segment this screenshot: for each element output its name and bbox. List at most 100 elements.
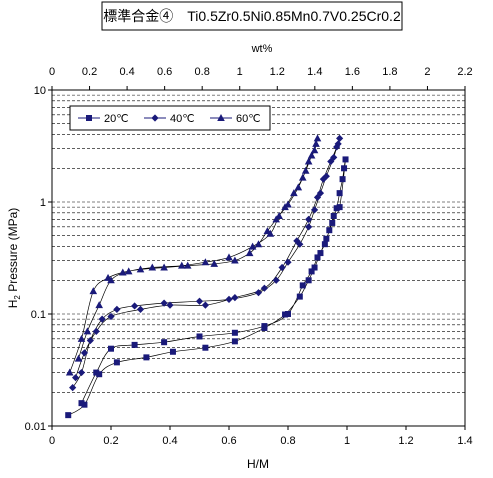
data-point — [86, 336, 94, 345]
data-point — [284, 200, 292, 208]
data-point — [169, 348, 176, 355]
data-point — [201, 258, 210, 266]
data-point — [260, 284, 268, 292]
data-point — [93, 369, 100, 376]
data-point — [313, 134, 322, 142]
data-point — [65, 368, 74, 376]
data-point — [74, 354, 83, 362]
data-point — [319, 175, 327, 183]
data-point — [69, 384, 77, 392]
data-point — [77, 368, 86, 377]
data-point — [89, 287, 98, 295]
x2-tick-label: 1.2 — [270, 66, 285, 78]
data-point — [201, 301, 209, 309]
y-tick-label: 10 — [34, 85, 46, 97]
data-point — [312, 139, 320, 147]
data-point — [321, 241, 328, 248]
x2-axis-ticks: 0 0.2 0.4 0.6 0.8 1 1.2 1.4 1.6 1.8 2 2.2 — [49, 66, 473, 90]
data-point — [275, 211, 283, 219]
data-point — [307, 151, 316, 159]
x-tick-label: 0.8 — [280, 435, 295, 447]
data-markers — [65, 134, 349, 419]
data-point — [293, 237, 301, 245]
legend-marker — [86, 115, 92, 121]
data-point — [107, 276, 115, 284]
legend-box — [69, 105, 271, 131]
chart-title: 標準合金④ Ti0.5Zr0.5Ni0.85Mn0.7V0.25Cr0.2 — [103, 8, 401, 24]
data-point — [148, 263, 157, 271]
data-point — [298, 173, 307, 181]
data-point — [333, 143, 341, 151]
y-axis-label-main: H — [6, 300, 20, 309]
data-point — [310, 206, 319, 214]
data-point — [113, 359, 120, 366]
data-point — [210, 259, 219, 267]
y-axis-ticks: 0.01 0.1 1 10 — [25, 85, 52, 433]
x-tick-label: 0.2 — [103, 435, 118, 447]
data-point — [304, 157, 313, 165]
data-point — [231, 329, 238, 336]
x-tick-label: 1.4 — [457, 435, 472, 447]
data-point — [225, 295, 233, 304]
data-point — [322, 172, 330, 180]
x2-tick-label: 2 — [424, 66, 430, 78]
data-point — [119, 268, 127, 276]
x2-tick-label: 2.2 — [457, 66, 472, 78]
data-point — [301, 166, 310, 174]
x-axis-label: H/M — [247, 457, 269, 471]
x-tick-label: 0.4 — [162, 435, 177, 447]
data-point — [341, 165, 348, 172]
y-tick-label: 0.1 — [31, 309, 46, 321]
data-point — [136, 305, 145, 313]
data-point — [323, 235, 330, 242]
data-point — [95, 301, 103, 309]
data-point — [143, 354, 150, 361]
data-point — [313, 193, 322, 201]
x-tick-label: 1.2 — [398, 435, 413, 447]
x2-tick-label: 1.4 — [307, 66, 322, 78]
data-point — [248, 242, 257, 250]
data-point — [124, 267, 133, 275]
data-point — [336, 134, 344, 142]
data-point — [266, 229, 275, 237]
data-point — [107, 312, 115, 321]
data-point — [285, 311, 291, 317]
legend-label: 60℃ — [236, 113, 261, 125]
data-point — [327, 157, 335, 166]
data-point — [314, 254, 321, 261]
y-axis-label: H2 Pressure (MPa) — [6, 208, 22, 308]
data-point — [296, 293, 303, 300]
data-point — [334, 140, 342, 148]
data-point — [98, 315, 106, 323]
data-point — [136, 265, 145, 273]
data-point — [80, 349, 89, 357]
data-point — [305, 223, 313, 231]
x2-tick-label: 0.4 — [119, 66, 134, 78]
data-point — [317, 250, 324, 257]
x-tick-label: 0 — [49, 435, 55, 447]
data-point — [78, 400, 85, 407]
legend-label: 40℃ — [170, 113, 195, 125]
legend-marker — [217, 114, 225, 121]
data-point — [316, 189, 325, 197]
data-point — [196, 333, 203, 340]
x2-tick-label: 0.6 — [157, 66, 172, 78]
data-point — [329, 219, 336, 226]
legend: 20℃ 40℃ 60℃ — [69, 105, 271, 131]
plot-area — [51, 89, 466, 427]
data-point — [202, 344, 209, 351]
data-point — [183, 261, 192, 269]
data-point — [261, 323, 268, 330]
data-point — [92, 327, 100, 335]
x2-axis-label: wt% — [251, 43, 273, 55]
legend-label: 20℃ — [104, 113, 129, 125]
x-tick-label: 0.6 — [221, 435, 236, 447]
y-tick-label: 0.01 — [25, 421, 46, 433]
data-point — [231, 338, 238, 345]
data-point — [311, 264, 318, 271]
data-point — [294, 183, 303, 191]
data-point — [290, 189, 298, 197]
data-point — [231, 256, 239, 264]
data-point — [342, 156, 349, 163]
